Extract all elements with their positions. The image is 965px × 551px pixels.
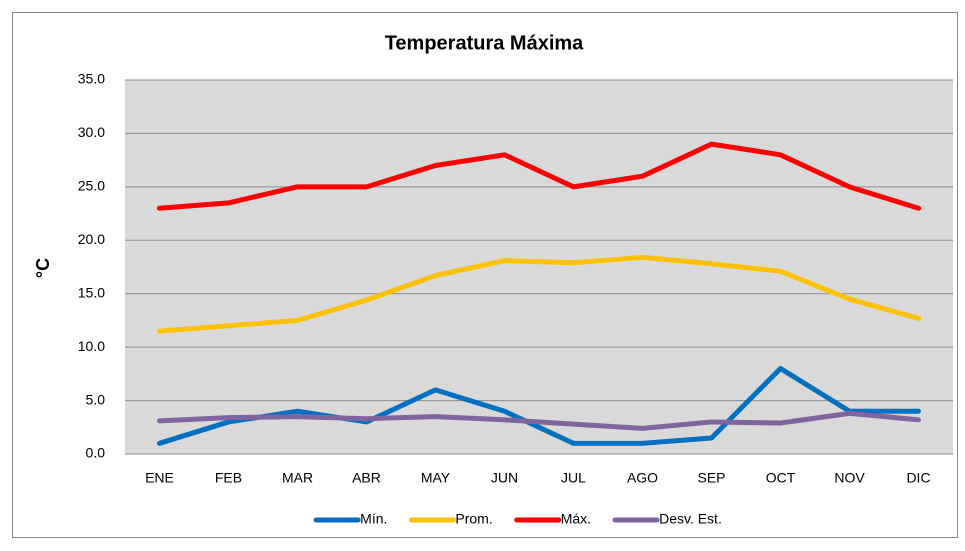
y-tick-label: 0.0	[86, 445, 106, 461]
y-tick-label: 10.0	[78, 338, 105, 354]
x-tick-label: MAY	[421, 470, 451, 486]
series-line	[157, 254, 921, 334]
x-tick-label: NOV	[834, 470, 865, 486]
series-line	[157, 366, 921, 446]
y-tick-label: 35.0	[78, 71, 105, 87]
y-tick-label: 25.0	[78, 178, 105, 194]
series-line	[157, 141, 921, 211]
legend-label: Máx.	[561, 511, 591, 527]
x-tick-label: ABR	[352, 470, 381, 486]
y-tick-label: 15.0	[78, 284, 105, 300]
x-tick-label: AGO	[627, 470, 658, 486]
y-tick-label: 30.0	[78, 124, 105, 140]
x-tick-label: JUL	[561, 470, 586, 486]
x-tick-label: JUN	[491, 470, 518, 486]
x-tick-label: SEP	[697, 470, 725, 486]
legend-label: Desv. Est.	[659, 511, 722, 527]
y-axis-label: °C	[33, 258, 53, 278]
y-tick-label: 20.0	[78, 231, 105, 247]
legend-label: Mín.	[360, 511, 387, 527]
x-tick-label: DIC	[906, 470, 930, 486]
series-line	[157, 410, 921, 431]
chart-title: Temperatura Máxima	[385, 32, 584, 54]
x-tick-label: MAR	[282, 470, 313, 486]
x-tick-label: FEB	[215, 470, 242, 486]
x-tick-label: ENE	[145, 470, 174, 486]
y-tick-label: 5.0	[86, 391, 106, 407]
x-tick-label: OCT	[766, 470, 796, 486]
legend-label: Prom.	[455, 511, 492, 527]
